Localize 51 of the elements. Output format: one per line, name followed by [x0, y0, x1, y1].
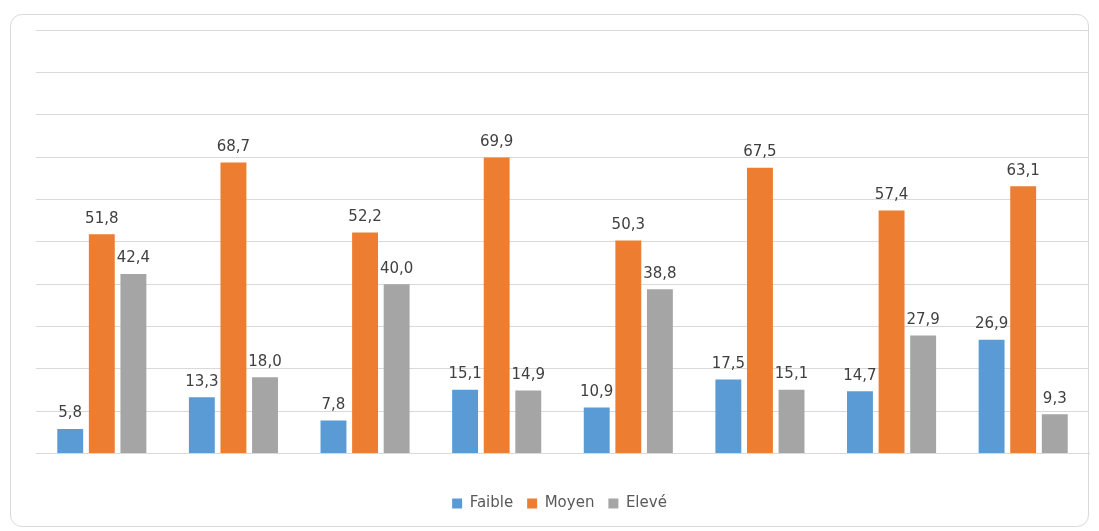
bar [88, 234, 115, 454]
data-label: 9,3 [1042, 388, 1067, 407]
bar [910, 335, 937, 454]
bar [483, 157, 510, 454]
data-label: 14,9 [511, 364, 545, 383]
bar [978, 339, 1005, 454]
data-label: 67,5 [743, 142, 777, 161]
legend-label: Elevé [625, 493, 667, 512]
bar [847, 391, 873, 454]
data-label: 52,2 [348, 206, 382, 225]
legend-label: Faible [469, 493, 514, 512]
data-label: 5,8 [58, 403, 83, 422]
data-label: 27,9 [906, 309, 940, 328]
bar [1010, 186, 1037, 454]
legend-label: Moyen [544, 493, 595, 512]
bar [220, 162, 247, 454]
data-label: 17,5 [711, 353, 746, 372]
data-label: 14,7 [843, 365, 877, 384]
data-label: 69,9 [479, 131, 514, 150]
data-label: 40,0 [379, 258, 414, 277]
data-label: 42,4 [116, 248, 151, 267]
bar [1041, 414, 1068, 454]
data-label: 68,7 [216, 136, 251, 155]
bar [715, 379, 742, 454]
bar [878, 210, 905, 454]
bar [352, 232, 379, 454]
data-label: 15,1 [774, 364, 809, 383]
bar [57, 429, 84, 454]
data-label: 51,8 [85, 208, 119, 227]
data-label: 26,9 [974, 314, 1009, 333]
bar [320, 420, 347, 454]
data-label: 10,9 [580, 381, 614, 400]
data-label: 13,3 [185, 371, 219, 390]
bar [583, 407, 610, 454]
data-label: 15,1 [448, 364, 482, 383]
bar [515, 390, 542, 454]
bar [252, 377, 278, 454]
bar [615, 240, 642, 454]
bar [383, 284, 410, 454]
bar [778, 389, 805, 454]
data-label: 57,4 [874, 184, 909, 203]
data-label: 50,3 [611, 214, 646, 233]
data-label: 63,1 [1006, 160, 1040, 179]
bar [188, 397, 215, 454]
data-label: 18,0 [248, 351, 282, 370]
data-label: 7,8 [321, 394, 346, 413]
bar [452, 389, 479, 454]
bar [120, 273, 147, 454]
bar [646, 289, 673, 454]
data-label: 38,8 [643, 263, 677, 282]
bar [746, 167, 773, 454]
